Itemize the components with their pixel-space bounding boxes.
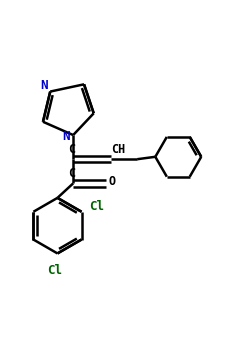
Text: O: O [109,175,116,188]
Text: CH: CH [111,143,126,156]
Text: C: C [69,143,76,156]
Text: Cl: Cl [48,264,62,277]
Text: N: N [62,130,70,143]
Text: N: N [40,79,48,92]
Text: C: C [69,167,76,180]
Text: Cl: Cl [89,200,104,214]
